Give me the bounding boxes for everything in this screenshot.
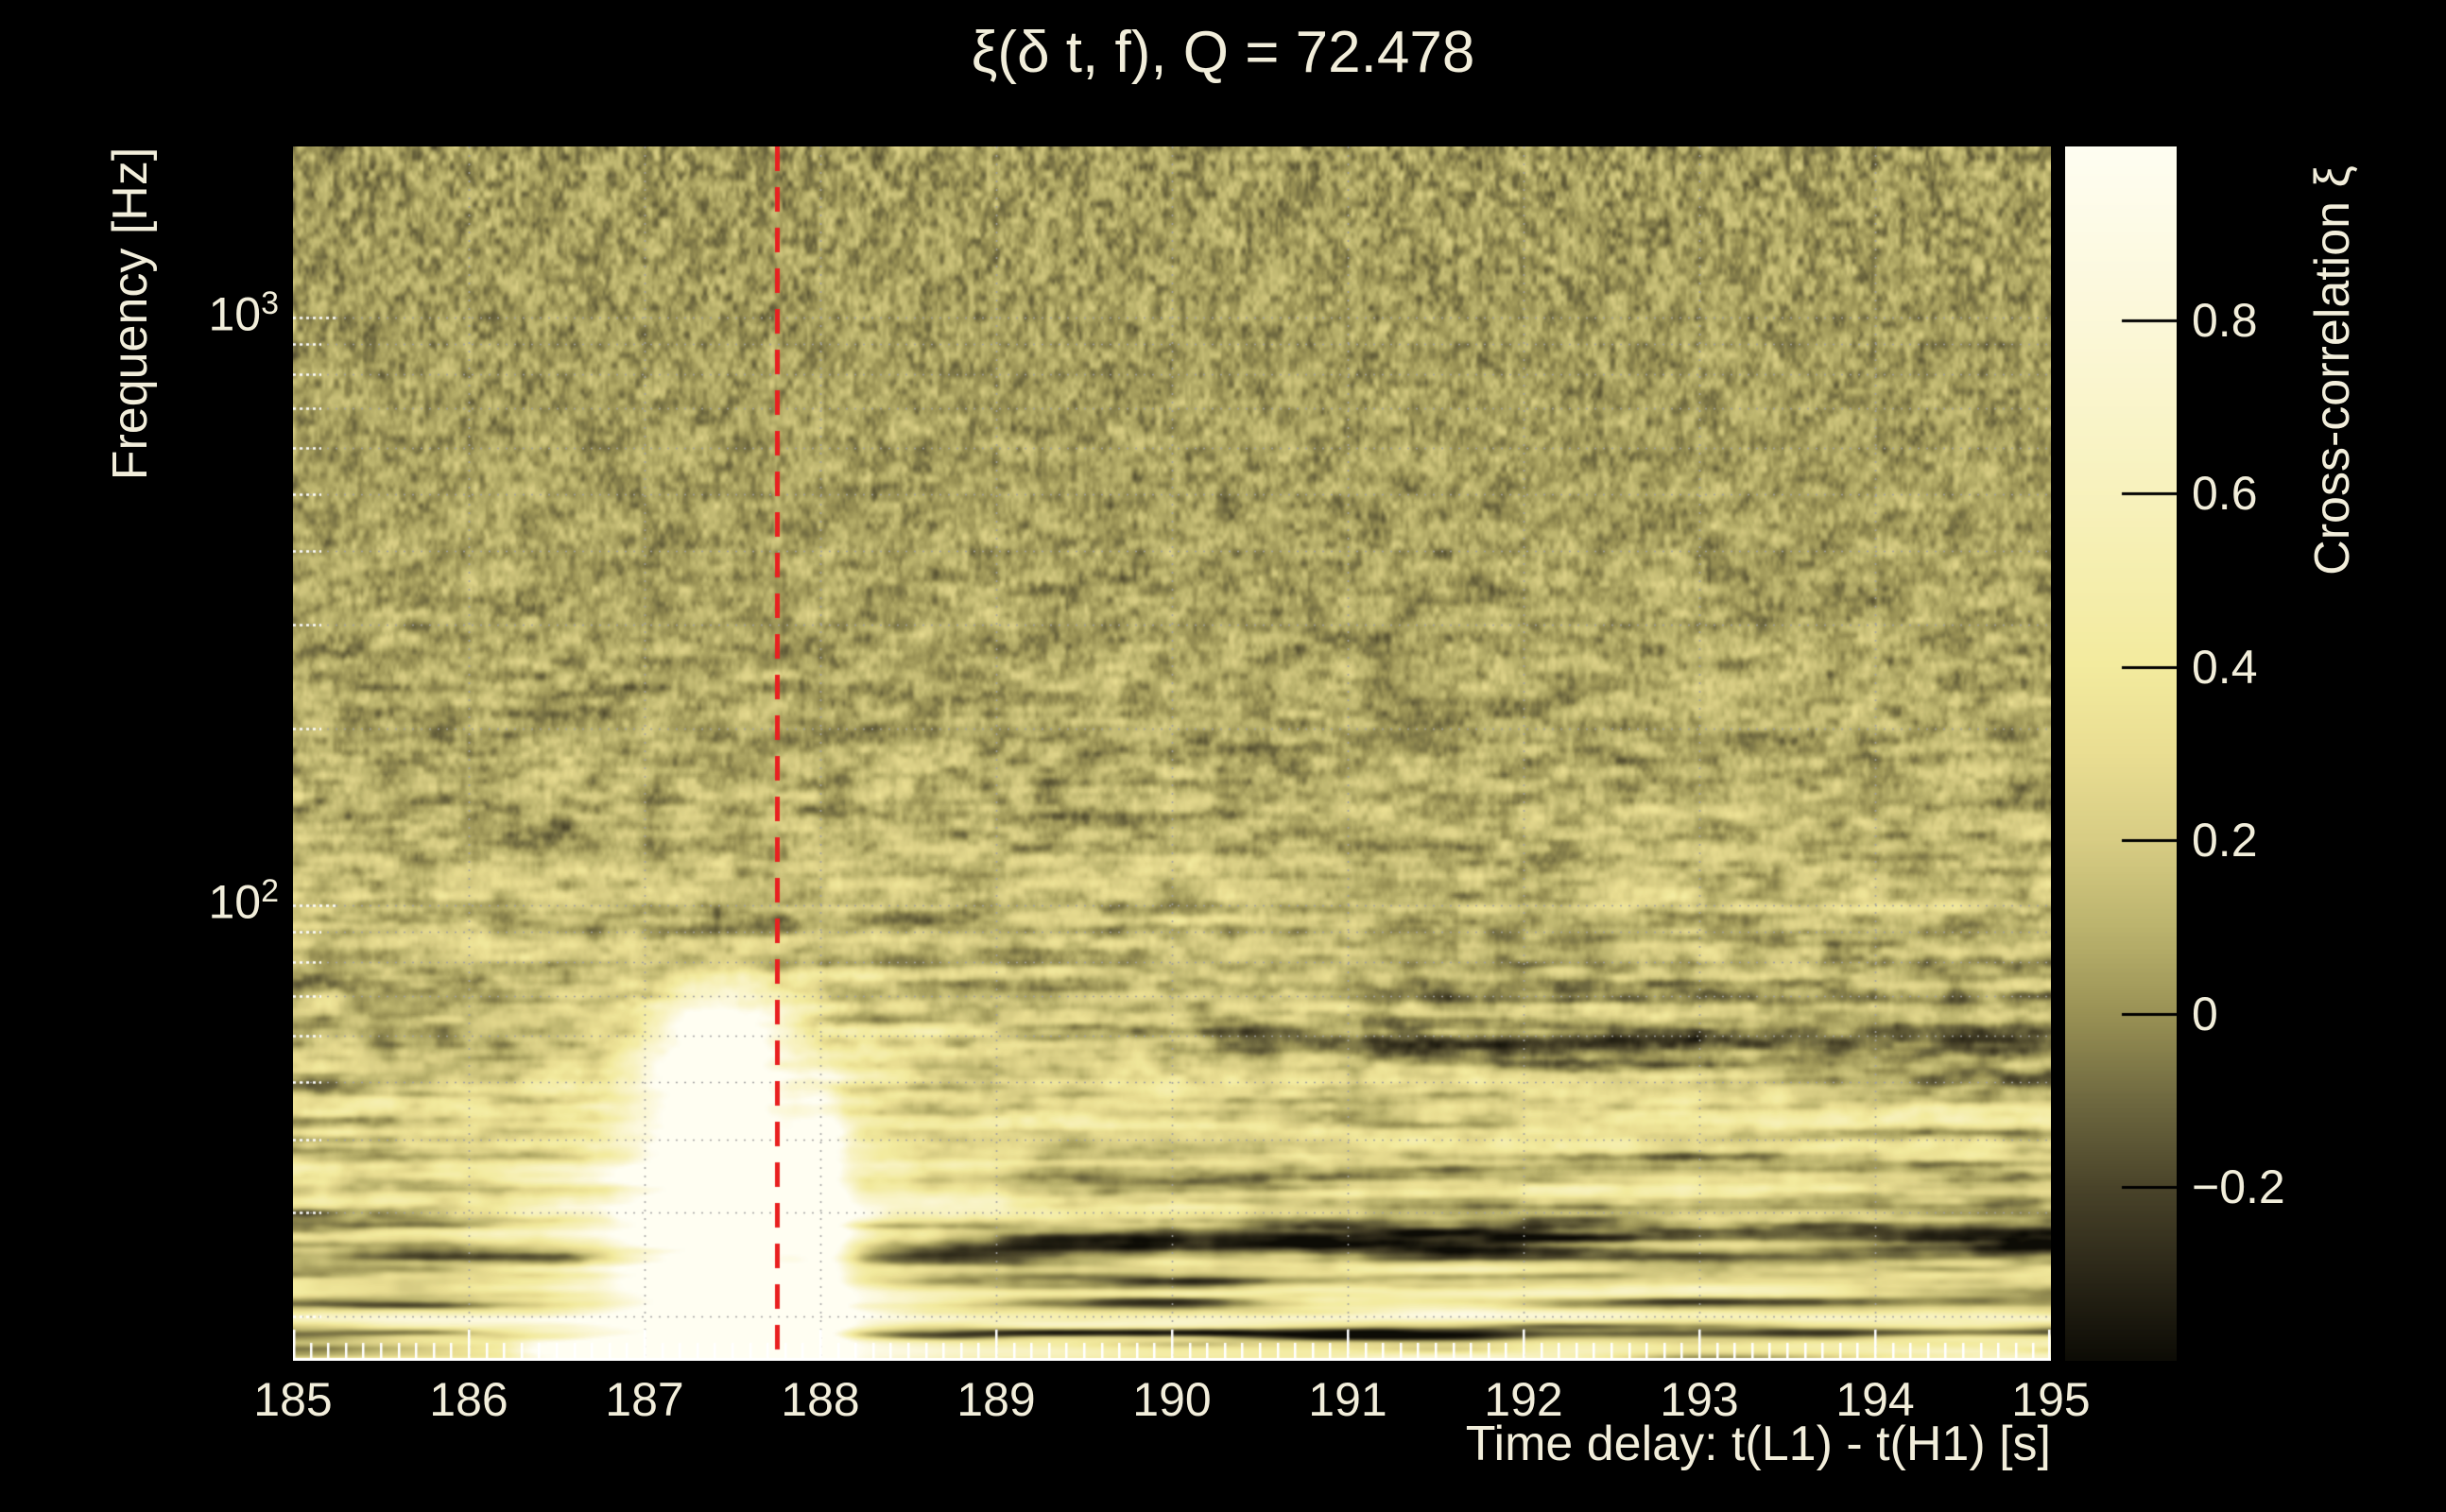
x-tick-label: 186 (429, 1373, 508, 1426)
x-tick-label: 193 (1660, 1373, 1739, 1426)
x-tick-label: 185 (253, 1373, 333, 1426)
colorbar-tick-label: 0.6 (2192, 467, 2258, 521)
colorbar-tick-label: −0.2 (2192, 1160, 2285, 1214)
x-axis-title: Time delay: t(L1) - t(H1) [s] (1465, 1417, 2051, 1471)
x-tick-label: 188 (781, 1373, 860, 1426)
x-tick-label: 191 (1308, 1373, 1387, 1426)
x-tick-label: 192 (1484, 1373, 1563, 1426)
plot-overlay-grid-ticks-marker (293, 146, 2051, 1361)
x-tick-label: 189 (956, 1373, 1036, 1426)
x-tick-label: 195 (2011, 1373, 2091, 1426)
x-tick-label: 187 (605, 1373, 684, 1426)
colorbar-gradient (2065, 146, 2177, 1361)
x-tick-label: 194 (1835, 1373, 1915, 1426)
chart-title: ξ(δ t, f), Q = 72.478 (971, 20, 1475, 85)
colorbar-title: Cross-correlation ξ (2305, 165, 2360, 576)
x-tick-label: 190 (1132, 1373, 1212, 1426)
colorbar-tick-label: 0.2 (2192, 814, 2258, 868)
colorbar-tick-label: 0.8 (2192, 293, 2258, 347)
y-tick-label: 103 (208, 284, 279, 341)
colorbar-tick-label: 0 (2192, 987, 2218, 1040)
colorbar-tick-label: 0.4 (2192, 640, 2258, 694)
y-tick-label: 102 (208, 872, 279, 929)
